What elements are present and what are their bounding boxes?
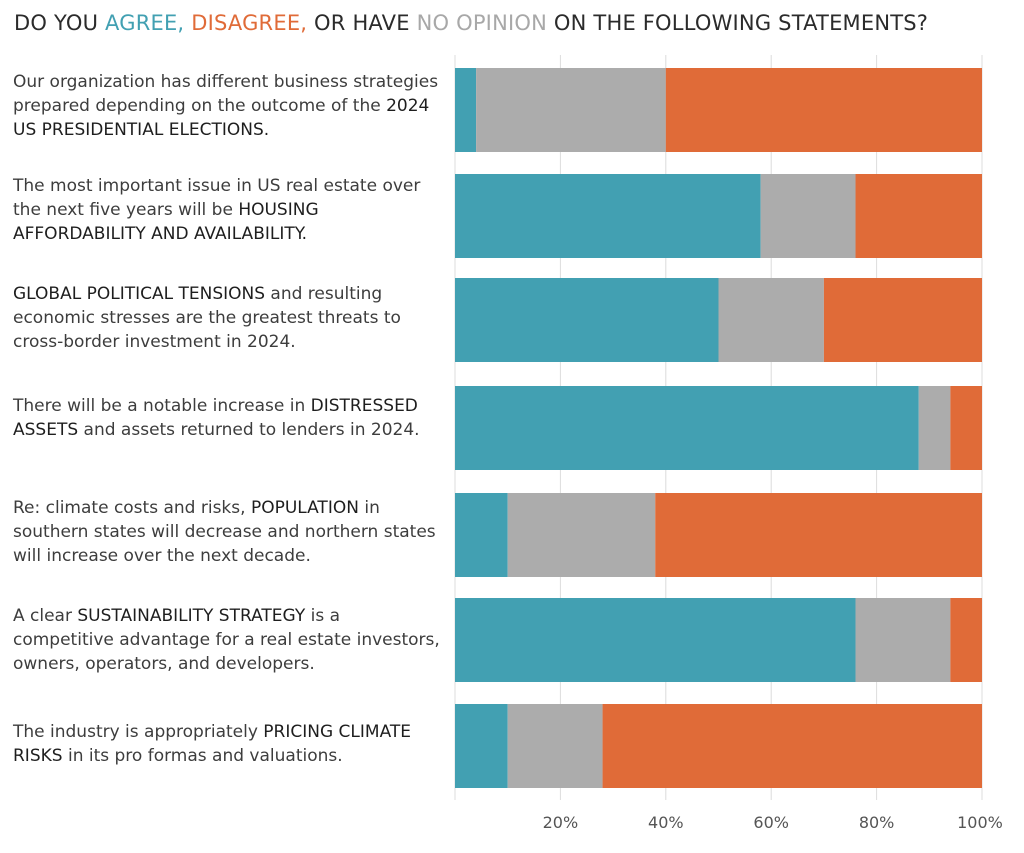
bar-segment-no-opinion — [718, 278, 824, 362]
statement-text: The most important issue in US real esta… — [13, 176, 421, 220]
statement-7: The industry is appropriately PRICING CL… — [13, 720, 443, 768]
bar-segment-no-opinion — [918, 386, 951, 470]
title-part3: ON THE FOLLOWING STATEMENTS? — [547, 11, 929, 35]
statement-text: Our organization has different business … — [13, 72, 439, 116]
statement-text: The industry is appropriately — [13, 722, 264, 742]
chart-title: DO YOU AGREE, DISAGREE, OR HAVE NO OPINI… — [14, 11, 928, 35]
bar-segment-no-opinion — [760, 174, 856, 258]
statement-text: There will be a notable increase in — [13, 396, 311, 416]
statement-3: GLOBAL POLITICAL TENSIONS and resulting … — [13, 282, 443, 354]
title-no-opinion: NO OPINION — [416, 11, 548, 35]
statement-text: is a competitive advantage for a real es… — [13, 606, 440, 674]
statement-highlight: SUSTAINABILITY STRATEGY — [77, 606, 306, 626]
statement-text: A clear — [13, 606, 78, 626]
x-axis-ticks: 20% 40% 60% 80% 100% — [543, 813, 1003, 832]
statement-text: and resulting economic stresses are the … — [13, 284, 401, 352]
statement-highlight: HOUSING AFFORDABILITY AND AVAILABILITY. — [13, 200, 319, 244]
x-tick-label: 80% — [859, 813, 895, 832]
x-tick-label: 60% — [753, 813, 789, 832]
bar-segment-agree — [455, 278, 719, 362]
title-disagree: DISAGREE, — [191, 11, 308, 35]
bar-segment-disagree — [950, 598, 982, 682]
bar-segment-agree — [455, 174, 761, 258]
bar-segment-disagree — [950, 386, 982, 470]
bar-segment-no-opinion — [507, 704, 603, 788]
bars — [455, 68, 982, 788]
statement-1: Our organization has different business … — [13, 70, 443, 142]
statement-6: A clear SUSTAINABILITY STRATEGY is a com… — [13, 604, 443, 676]
x-tick-label: 20% — [543, 813, 579, 832]
statement-5: Re: climate costs and risks, POPULATION … — [13, 496, 443, 568]
statement-4: There will be a notable increase in DIST… — [13, 394, 443, 442]
statement-highlight: GLOBAL POLITICAL TENSIONS — [13, 284, 266, 304]
bar-segment-no-opinion — [855, 598, 951, 682]
statement-highlight: POPULATION — [250, 498, 359, 518]
bar-segment-agree — [455, 704, 508, 788]
bar-segment-agree — [455, 68, 477, 152]
bar-segment-disagree — [823, 278, 982, 362]
statement-highlight: 2024 US PRESIDENTIAL ELECTIONS. — [13, 96, 430, 140]
bar-segment-no-opinion — [507, 493, 656, 577]
title-agree: AGREE, — [105, 11, 185, 35]
bar-segment-agree — [455, 386, 919, 470]
bar-segment-no-opinion — [476, 68, 666, 152]
bar-segment-disagree — [602, 704, 982, 788]
bar-segment-disagree — [855, 174, 982, 258]
statement-highlight: DISTRESSED ASSETS — [13, 396, 418, 440]
x-tick-label: 100% — [957, 813, 1003, 832]
title-part2: OR HAVE — [307, 11, 417, 35]
statement-text: Re: climate costs and risks, — [13, 498, 251, 518]
statement-text: in its pro formas and valuations. — [62, 746, 343, 766]
statement-2: The most important issue in US real esta… — [13, 174, 443, 246]
statement-text: in southern states will decrease and nor… — [13, 498, 436, 566]
bar-segment-agree — [455, 493, 508, 577]
title-part1: DO YOU — [14, 11, 106, 35]
bar-segment-disagree — [665, 68, 982, 152]
statement-highlight: PRICING CLIMATE RISKS — [13, 722, 412, 766]
bar-segment-disagree — [655, 493, 982, 577]
x-tick-label: 40% — [648, 813, 684, 832]
statement-text: and assets returned to lenders in 2024. — [78, 420, 420, 440]
bar-segment-agree — [455, 598, 856, 682]
